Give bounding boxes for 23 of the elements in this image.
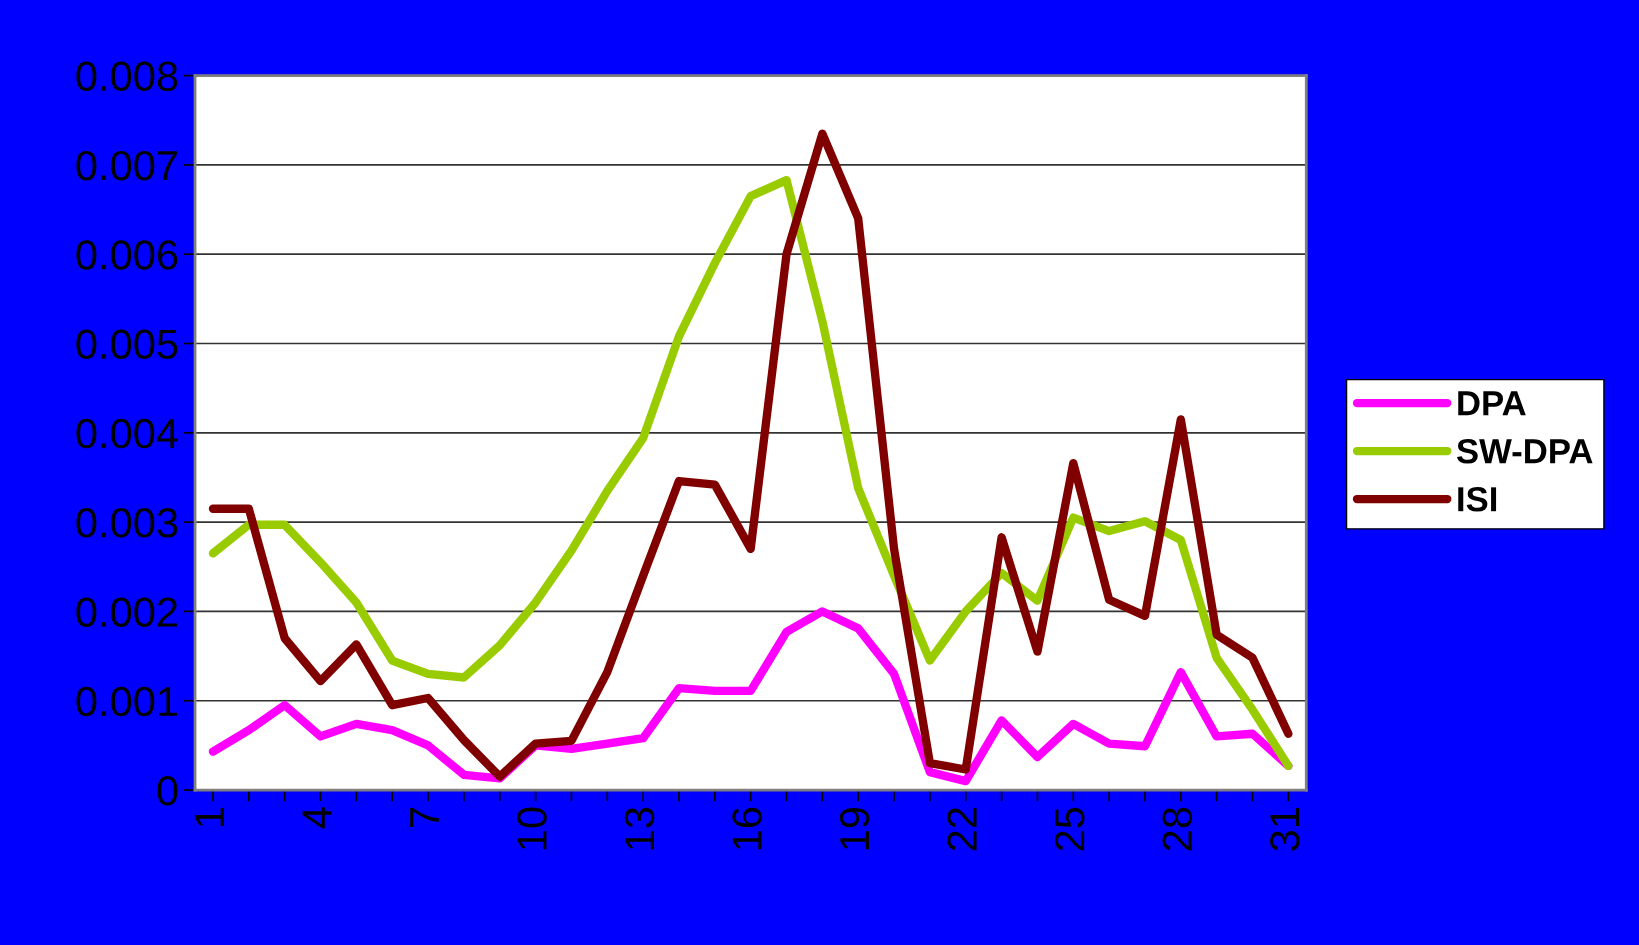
- legend-label: ISI: [1458, 486, 1497, 512]
- y-tick-label: 0.005: [76, 329, 178, 360]
- y-tick-label: 0.006: [76, 240, 178, 270]
- x-tick-label: 31: [1270, 808, 1300, 851]
- y-tick-label: 0: [157, 776, 178, 806]
- x-tick-label: 4: [302, 807, 332, 829]
- x-tick-label: 13: [624, 807, 655, 850]
- y-tick-label: 0.003: [76, 508, 178, 538]
- x-tick-label: 19: [839, 807, 870, 850]
- x-tick-label: 16: [732, 807, 762, 850]
- y-tick-label: 0.001: [76, 686, 178, 717]
- x-tick-label: 22: [947, 808, 977, 851]
- x-tick-label: 7: [410, 808, 439, 828]
- legend-label: SW-DPA: [1456, 438, 1593, 464]
- x-tick-label: 28: [1162, 807, 1193, 851]
- x-tick-label: 25: [1054, 807, 1085, 851]
- y-tick-label: 0.007: [76, 150, 177, 181]
- y-tick-label: 0.008: [76, 61, 178, 92]
- y-tick-label: 0.002: [76, 597, 177, 627]
- x-tick-label: 10: [517, 807, 547, 850]
- x-tick-label: 1: [195, 808, 224, 826]
- legend-label: DPA: [1458, 391, 1526, 416]
- y-tick-label: 0.004: [76, 418, 178, 449]
